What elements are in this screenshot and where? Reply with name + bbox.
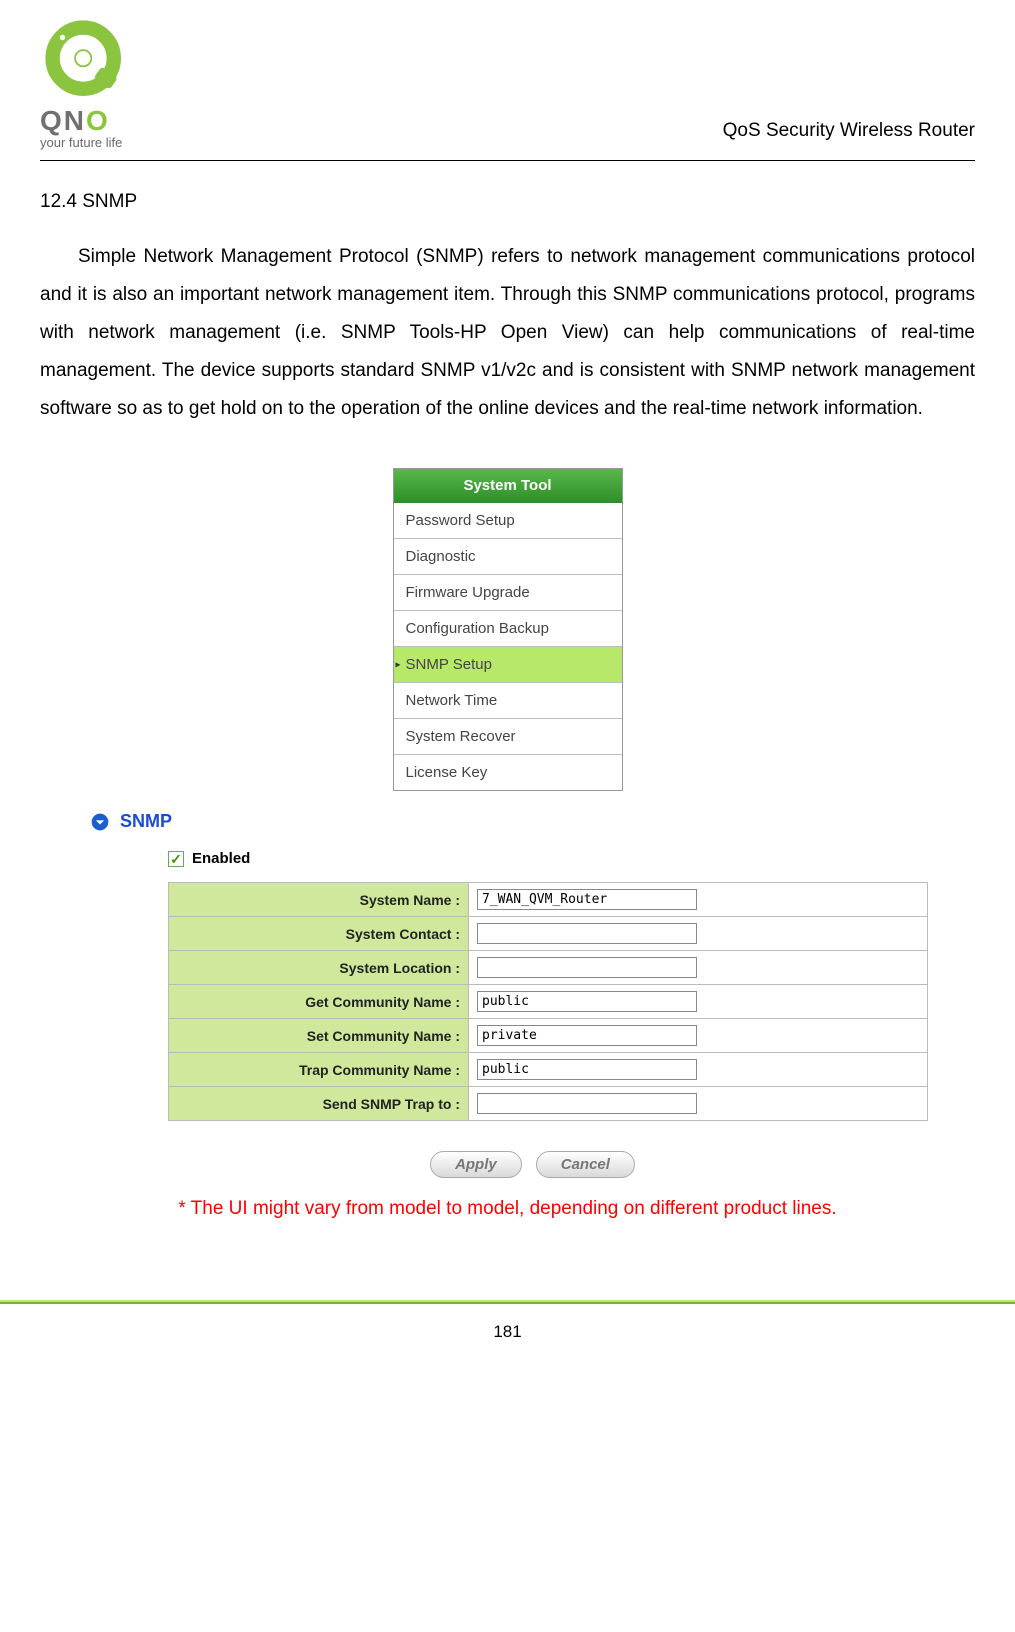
- snmp-input[interactable]: [477, 991, 697, 1012]
- table-cell-value: [469, 883, 928, 917]
- enabled-checkbox[interactable]: ✓: [168, 851, 184, 867]
- table-cell-label: Get Community Name :: [169, 985, 469, 1019]
- snmp-input[interactable]: [477, 1059, 697, 1080]
- section-body: Simple Network Management Protocol (SNMP…: [40, 238, 975, 428]
- table-cell-label: System Contact :: [169, 917, 469, 951]
- footer-rule: [0, 1300, 1015, 1304]
- chevron-collapse-icon[interactable]: [90, 812, 110, 832]
- logo-text: QNO: [40, 105, 110, 137]
- note-text: * The UI might vary from model to model,…: [40, 1198, 975, 1220]
- system-tool-item[interactable]: Diagnostic: [394, 539, 622, 575]
- system-tool-item[interactable]: System Recover: [394, 719, 622, 755]
- table-cell-value: [469, 951, 928, 985]
- system-tool-item[interactable]: License Key: [394, 755, 622, 790]
- table-row: System Contact :: [169, 917, 928, 951]
- table-cell-label: Send SNMP Trap to :: [169, 1087, 469, 1121]
- cancel-button[interactable]: Cancel: [536, 1151, 635, 1178]
- enabled-label: Enabled: [192, 850, 250, 867]
- snmp-input[interactable]: [477, 923, 697, 944]
- system-tool-item[interactable]: SNMP Setup: [394, 647, 622, 683]
- table-cell-value: [469, 1087, 928, 1121]
- system-tool-menu-header: System Tool: [394, 469, 622, 503]
- system-tool-item[interactable]: Firmware Upgrade: [394, 575, 622, 611]
- snmp-panel: SNMP ✓ Enabled System Name :System Conta…: [90, 811, 975, 1178]
- snmp-input[interactable]: [477, 957, 697, 978]
- logo-icon: [40, 15, 130, 105]
- logo: QNO your future life: [40, 15, 130, 150]
- table-row: Trap Community Name :: [169, 1053, 928, 1087]
- system-tool-item[interactable]: Network Time: [394, 683, 622, 719]
- system-tool-item[interactable]: Password Setup: [394, 503, 622, 539]
- snmp-input[interactable]: [477, 1093, 697, 1114]
- system-tool-menu: System Tool Password SetupDiagnosticFirm…: [393, 468, 623, 791]
- table-cell-label: System Location :: [169, 951, 469, 985]
- table-cell-value: [469, 985, 928, 1019]
- table-cell-label: System Name :: [169, 883, 469, 917]
- header-right-text: QoS Security Wireless Router: [723, 120, 975, 150]
- snmp-table: System Name :System Contact :System Loca…: [168, 882, 928, 1121]
- table-cell-label: Set Community Name :: [169, 1019, 469, 1053]
- logo-tagline: your future life: [40, 135, 122, 150]
- table-cell-value: [469, 917, 928, 951]
- table-row: Get Community Name :: [169, 985, 928, 1019]
- table-row: Set Community Name :: [169, 1019, 928, 1053]
- section-title: 12.4 SNMP: [40, 191, 975, 213]
- apply-button[interactable]: Apply: [430, 1151, 522, 1178]
- snmp-input[interactable]: [477, 1025, 697, 1046]
- snmp-title: SNMP: [120, 811, 172, 832]
- snmp-title-row: SNMP: [90, 811, 975, 832]
- system-tool-item[interactable]: Configuration Backup: [394, 611, 622, 647]
- table-cell-value: [469, 1053, 928, 1087]
- snmp-input[interactable]: [477, 889, 697, 910]
- table-cell-value: [469, 1019, 928, 1053]
- page-number: 181: [0, 1322, 1015, 1352]
- header-rule: [40, 160, 975, 161]
- table-cell-label: Trap Community Name :: [169, 1053, 469, 1087]
- table-row: System Location :: [169, 951, 928, 985]
- table-row: System Name :: [169, 883, 928, 917]
- table-row: Send SNMP Trap to :: [169, 1087, 928, 1121]
